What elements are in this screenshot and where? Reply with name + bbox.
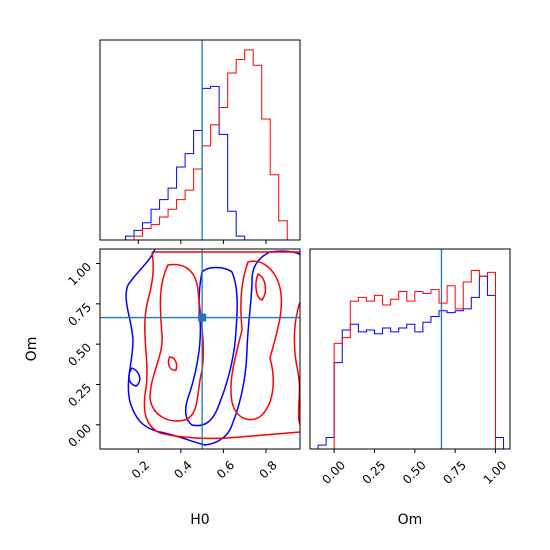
contour-xtick-label: 0.8 <box>256 458 279 481</box>
contour-red-outer <box>143 251 300 440</box>
contour-ytick-label: 0.75 <box>65 300 94 329</box>
contour-area <box>125 249 300 446</box>
contour-ytick-label: 0.00 <box>65 421 94 450</box>
hist-om-xtick-label: 1.00 <box>481 458 510 487</box>
contour-red-mid <box>149 263 205 422</box>
hist-om-red-step <box>318 269 504 450</box>
hist-om-blue-step <box>317 275 505 449</box>
contour-ytick-label: 1.00 <box>65 260 94 289</box>
panel-contour-h0-om: 0.2 0.4 0.6 0.8 0.00 0.25 0.50 0.75 1.00 H0 Om <box>24 248 301 528</box>
contour-ytick-label: 0.50 <box>65 340 94 369</box>
contour-red-island <box>167 356 178 371</box>
hist-om-lines <box>317 269 505 450</box>
hist-om-frame <box>309 248 511 450</box>
contour-xlabel: H0 <box>190 512 209 528</box>
hist-h0-lines <box>125 49 300 241</box>
hist-om-xtick-label: 0.25 <box>360 458 389 487</box>
hist-h0-red-step <box>125 49 300 241</box>
hist-h0-frame <box>99 39 301 241</box>
contour-xtick-label: 0.2 <box>129 458 152 481</box>
contour-blue-pocket <box>128 367 141 387</box>
contour-ylabel: Om <box>24 337 40 362</box>
hist-h0-blue-step <box>125 85 300 241</box>
truth-marker <box>198 313 207 322</box>
hist-om-xtick-label: 0.00 <box>319 458 348 487</box>
contour-ytick-label: 0.25 <box>65 381 94 410</box>
hist-om-xtick-label: 0.75 <box>440 458 469 487</box>
hist-om-xlabel: Om <box>398 512 423 528</box>
contour-xtick-label: 0.6 <box>214 458 237 481</box>
contour-blue-inner <box>184 266 238 427</box>
hist-om-xtick-label: 0.50 <box>400 458 429 487</box>
panel-hist-h0 <box>99 39 301 244</box>
contour-xtick-label: 0.4 <box>171 458 194 481</box>
hist-om-ticks: 0.00 0.25 0.50 0.75 1.00 <box>319 449 509 487</box>
contour-frame <box>99 248 301 450</box>
contour-blue-outer <box>125 249 300 446</box>
panel-hist-om: 0.00 0.25 0.50 0.75 1.00 Om <box>309 248 511 528</box>
hist-h0-ticks <box>137 240 267 244</box>
contour-red-ring <box>255 272 267 301</box>
contour-red-right <box>230 260 283 421</box>
